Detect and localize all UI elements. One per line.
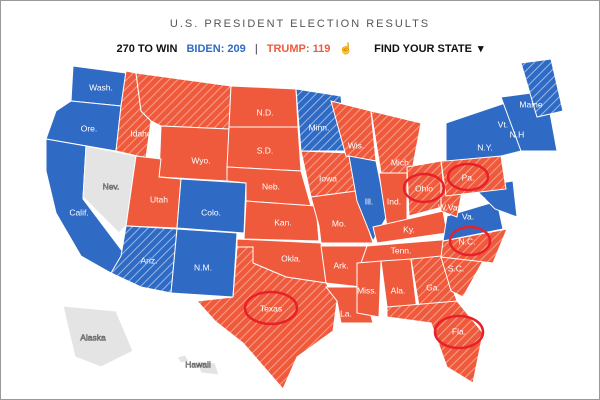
state-label: Ill. [365, 196, 374, 206]
state-label: Iowa [319, 173, 337, 183]
states [45, 58, 564, 390]
state-label: S.D. [257, 145, 274, 155]
state-label: Texas [260, 303, 282, 313]
state-label: Alaska [80, 332, 106, 342]
state-label: Ohio [415, 183, 433, 193]
state-label: Calif. [69, 207, 88, 217]
state-label: Utah [150, 194, 168, 204]
state[interactable] [445, 100, 522, 162]
highlight-circle [243, 290, 299, 326]
state-label: Mich. [391, 157, 411, 167]
highlights [243, 162, 492, 350]
state-label: S.C. [448, 263, 465, 273]
state-label: Nev. [103, 181, 120, 191]
state-label: Idaho [130, 128, 152, 138]
state[interactable] [310, 190, 374, 244]
hand-icon: ☝ [339, 43, 354, 55]
state-label: Wyo. [191, 155, 210, 165]
state-label: N.D. [257, 107, 274, 117]
state-label: Vt. [498, 119, 508, 129]
state-label: Wis. [348, 140, 365, 150]
win-threshold: 270 TO WIN [116, 43, 178, 55]
state-label: N.Y. [477, 142, 492, 152]
state-label: Wash. [89, 82, 113, 92]
state-label: Ga. [426, 282, 440, 292]
state-label: Minn. [309, 122, 330, 132]
state[interactable] [158, 125, 230, 182]
state[interactable] [176, 178, 247, 234]
highlight-circle [448, 225, 492, 257]
state[interactable] [356, 260, 382, 318]
state-label: Maine [519, 99, 542, 109]
state-label: Ore. [81, 123, 98, 133]
state-label: Ark. [333, 260, 348, 270]
state-label: N.C. [459, 236, 476, 246]
state-label: Md. [474, 195, 488, 205]
state[interactable] [176, 354, 190, 364]
find-state-label[interactable]: FIND YOUR STATE [374, 43, 472, 55]
state-label: La. [340, 308, 352, 318]
state-label: Ind. [387, 196, 401, 206]
state-label: Miss. [357, 285, 377, 295]
state-label: Kan. [274, 217, 292, 227]
summary-bar: 270 TO WIN BIDEN: 209 | TRUMP: 119 ☝ FIN… [1, 42, 599, 55]
state-label: Ariz. [141, 255, 158, 265]
state-label: Tenn. [391, 245, 412, 255]
state-label: N.M. [194, 262, 212, 272]
page-title: U.S. PRESIDENT ELECTION RESULTS [169, 18, 431, 30]
state[interactable] [196, 360, 220, 376]
trump-count: TRUMP: 119 [266, 43, 331, 55]
state-label: Ky. [403, 224, 415, 234]
state-label: Mo. [332, 218, 346, 228]
state-label: Neb. [262, 181, 280, 191]
state[interactable] [62, 305, 134, 368]
state-label: Colo. [201, 207, 221, 217]
state-label: Okla. [281, 253, 301, 263]
biden-count: BIDEN: 209 [186, 43, 246, 55]
state-label: Va. [462, 211, 474, 221]
find-state-dropdown[interactable]: FIND YOUR STATE ▾ [374, 43, 484, 55]
state-label: Ala. [391, 285, 406, 295]
state[interactable] [82, 145, 137, 234]
separator: | [254, 43, 258, 55]
state-label: Fla. [452, 326, 466, 336]
state-label: W.Va. [438, 202, 460, 212]
highlight-circle [402, 172, 446, 204]
highlight-circle [433, 314, 485, 350]
state[interactable] [195, 246, 338, 390]
state[interactable] [520, 58, 564, 118]
highlight-circle [446, 162, 490, 192]
state-label: Pa. [462, 172, 475, 182]
state-label: Hawaii [185, 359, 211, 369]
state[interactable] [243, 200, 320, 242]
state[interactable] [386, 300, 484, 384]
state-label: N.H [510, 129, 525, 139]
state[interactable] [135, 72, 232, 130]
